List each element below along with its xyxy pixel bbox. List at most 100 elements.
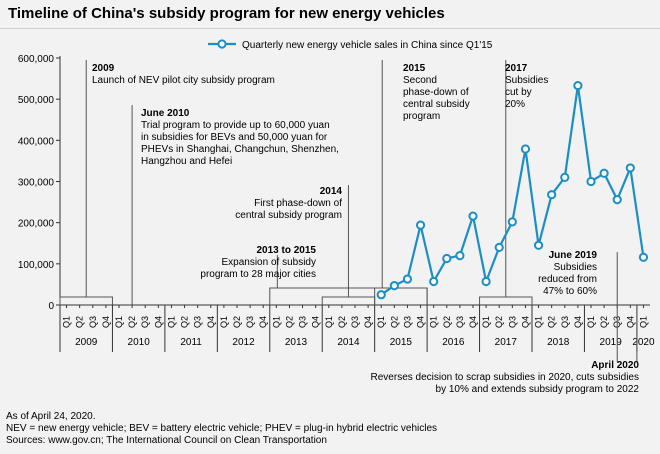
annotation-line-a2015: central subsidy	[403, 99, 470, 110]
x-year-label: 2012	[232, 337, 255, 348]
x-quarter-label: Q2	[127, 316, 137, 328]
x-quarter-label: Q4	[416, 316, 426, 328]
span-bracket-2009	[59, 296, 113, 305]
annotation-heading-a2017: 2017	[505, 63, 528, 74]
annotation-line-a2014: First phase-down of	[254, 198, 342, 209]
annotation-line-a2009: Launch of NEV pilot city subsidy program	[92, 75, 275, 86]
footnote-abbreviations: NEV = new energy vehicle; BEV = battery …	[6, 423, 438, 434]
x-quarter-label: Q2	[599, 316, 609, 328]
data-point	[376, 290, 386, 300]
footnote-sources: Sources: www.gov.cn; The International C…	[6, 435, 327, 446]
data-point	[520, 144, 531, 154]
annotation-line-a2013: Expansion of subsidy	[221, 257, 316, 268]
x-year-label: 2014	[337, 337, 360, 348]
data-point	[415, 220, 426, 230]
x-quarter-label: Q3	[88, 316, 98, 328]
annotation-line-a2010: PHEVs in Shanghai, Changchun, Shenzhen,	[141, 144, 339, 155]
y-tick-label: 500,000	[18, 95, 55, 106]
data-point	[402, 274, 413, 284]
x-quarter-label: Q3	[350, 316, 360, 328]
data-point	[547, 190, 557, 200]
x-year-label: 2018	[547, 337, 570, 348]
title-divider	[0, 28, 660, 29]
x-quarter-label: Q1	[429, 316, 439, 328]
x-quarter-label: Q3	[298, 316, 308, 328]
x-quarter-label: Q3	[455, 316, 465, 328]
annotation-line-a2019: Subsidies	[554, 262, 597, 273]
x-quarter-label: Q2	[547, 316, 557, 328]
annotation-heading-a2010: June 2010	[141, 108, 190, 119]
annotation-heading-a2009: 2009	[92, 63, 115, 74]
annotation-line-a2010: Trial program to provide up to 60,000 yu…	[141, 120, 330, 131]
annotation-line-a2020: by 10% and extends subsidy program to 20…	[436, 384, 640, 395]
x-quarter-label: Q1	[586, 316, 596, 328]
x-quarter-label: Q3	[245, 316, 255, 328]
data-point	[507, 217, 517, 227]
x-year-label: 2010	[128, 337, 151, 348]
x-year-label: 2009	[75, 337, 98, 348]
x-year-label: 2016	[442, 337, 465, 348]
annotation-line-a2019: reduced from	[538, 274, 597, 285]
x-quarter-label: Q4	[520, 316, 530, 328]
x-year-label: 2017	[495, 337, 518, 348]
x-quarter-label: Q2	[337, 316, 347, 328]
data-point	[481, 276, 491, 287]
x-quarter-label: Q4	[468, 316, 478, 328]
data-point	[533, 240, 544, 250]
x-year-label: 2013	[285, 337, 308, 348]
x-quarter-label: Q4	[311, 316, 321, 328]
annotation-line-a2015: program	[403, 111, 440, 122]
annotation-line-a2017: 20%	[505, 99, 525, 110]
span-bracket-2017	[479, 296, 533, 305]
x-quarter-label: Q4	[573, 316, 583, 328]
data-point	[494, 242, 504, 252]
x-quarter-label: Q4	[206, 316, 216, 328]
y-tick-label: 0	[48, 301, 54, 312]
x-year-label: 2019	[600, 337, 623, 348]
x-quarter-label: Q3	[193, 316, 203, 328]
data-point	[625, 163, 635, 173]
data-point	[389, 281, 399, 291]
span-bracket-2015	[374, 287, 428, 305]
x-quarter-label: Q2	[284, 316, 294, 328]
x-quarter-label: Q1	[376, 316, 386, 328]
x-quarter-label: Q4	[625, 316, 635, 328]
x-quarter-label: Q3	[402, 316, 412, 328]
data-point	[573, 80, 583, 91]
x-quarter-label: Q4	[258, 316, 268, 328]
chart-title: Timeline of China's subsidy program for …	[8, 5, 445, 22]
x-quarter-label: Q1	[324, 316, 334, 328]
x-quarter-label: Q4	[153, 316, 163, 328]
x-quarter-label: Q1	[62, 316, 72, 328]
x-quarter-label: Q2	[75, 316, 85, 328]
x-year-label: 2015	[390, 337, 413, 348]
data-point	[429, 276, 439, 287]
legend-label: Quarterly new energy vehicle sales in Ch…	[242, 40, 493, 51]
annotation-line-a2015: Second	[403, 75, 437, 86]
data-point	[612, 195, 622, 205]
annotation-heading-a2020: April 2020	[591, 360, 639, 371]
x-quarter-label: Q1	[114, 316, 124, 328]
x-quarter-label: Q4	[363, 316, 373, 328]
y-tick-label: 600,000	[18, 54, 55, 65]
span-bracket-2014	[321, 296, 376, 305]
annotation-heading-a2019: June 2019	[549, 250, 598, 261]
data-point	[599, 168, 609, 178]
annotation-line-a2010: Hangzhou and Hefei	[141, 156, 232, 167]
x-quarter-label: Q2	[442, 316, 452, 328]
x-quarter-label: Q1	[638, 316, 648, 328]
x-year-label: 2020	[632, 337, 655, 348]
data-point	[468, 211, 478, 221]
y-tick-label: 300,000	[18, 178, 55, 189]
x-quarter-label: Q1	[166, 316, 176, 328]
annotation-line-a2014: central subsidy program	[235, 210, 342, 221]
data-point	[455, 251, 465, 261]
annotation-line-a2015: phase-down of	[403, 87, 469, 98]
x-quarter-label: Q1	[271, 316, 281, 328]
y-tick-label: 200,000	[18, 219, 55, 230]
x-quarter-label: Q1	[534, 316, 544, 328]
annotation-line-a2010: in subsidies for BEVs and 50,000 yuan fo…	[141, 132, 328, 143]
annotation-heading-a2015: 2015	[403, 63, 426, 74]
data-point	[638, 252, 649, 262]
